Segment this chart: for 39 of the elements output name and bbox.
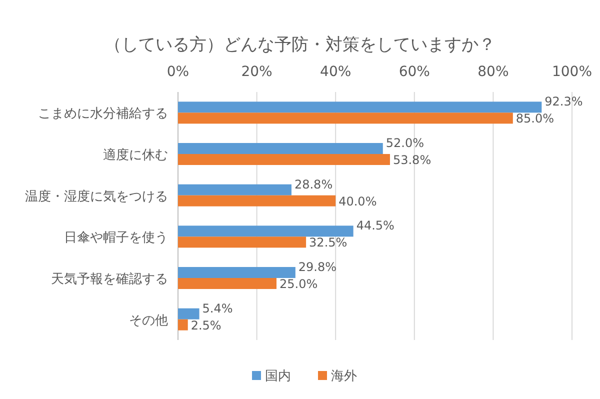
data-label: 52.0%	[386, 136, 424, 150]
data-label: 28.8%	[294, 177, 333, 192]
data-label: 44.5%	[356, 218, 394, 233]
bar	[178, 143, 383, 154]
data-label: 2.5%	[190, 318, 222, 332]
chart-title: （している方）どんな予防・対策をしていますか？	[104, 35, 496, 55]
bar	[178, 112, 513, 124]
data-label: 85.0%	[516, 112, 554, 126]
data-label: 29.8%	[298, 260, 337, 274]
x-tick-label: 60%	[398, 64, 430, 80]
data-label: 25.0%	[280, 277, 318, 291]
bar	[178, 184, 292, 196]
x-tick-label: 0%	[166, 64, 190, 80]
x-tick-label: 40%	[320, 64, 352, 80]
bar	[178, 102, 542, 113]
y-tick-label: その他	[129, 313, 168, 328]
bar	[178, 236, 306, 248]
bar	[178, 267, 296, 278]
legend-label: 国内	[265, 369, 291, 384]
x-tick-label: 80%	[478, 64, 509, 80]
y-tick-label: 温度・湿度に気をつける	[25, 188, 168, 204]
data-label: 40.0%	[338, 194, 377, 208]
y-tick-label: 適度に休む	[103, 147, 168, 163]
data-label: 92.3%	[544, 94, 583, 109]
x-tick-label: 100%	[552, 64, 592, 80]
legend-label: 海外	[331, 369, 357, 384]
bar	[178, 226, 354, 237]
data-label: 5.4%	[202, 301, 233, 316]
bar	[178, 319, 188, 330]
bar	[178, 278, 276, 289]
data-label: 53.8%	[392, 153, 432, 167]
bar	[178, 308, 200, 320]
y-tick-label: 天気予報を確認する	[51, 272, 168, 287]
x-tick-label: 20%	[241, 64, 272, 80]
bar	[178, 154, 390, 165]
y-tick-label: 日傘や帽子を使う	[64, 230, 168, 246]
y-tick-label: こまめに水分補給する	[38, 106, 168, 122]
bar	[178, 195, 336, 206]
data-label: 32.5%	[309, 236, 348, 250]
